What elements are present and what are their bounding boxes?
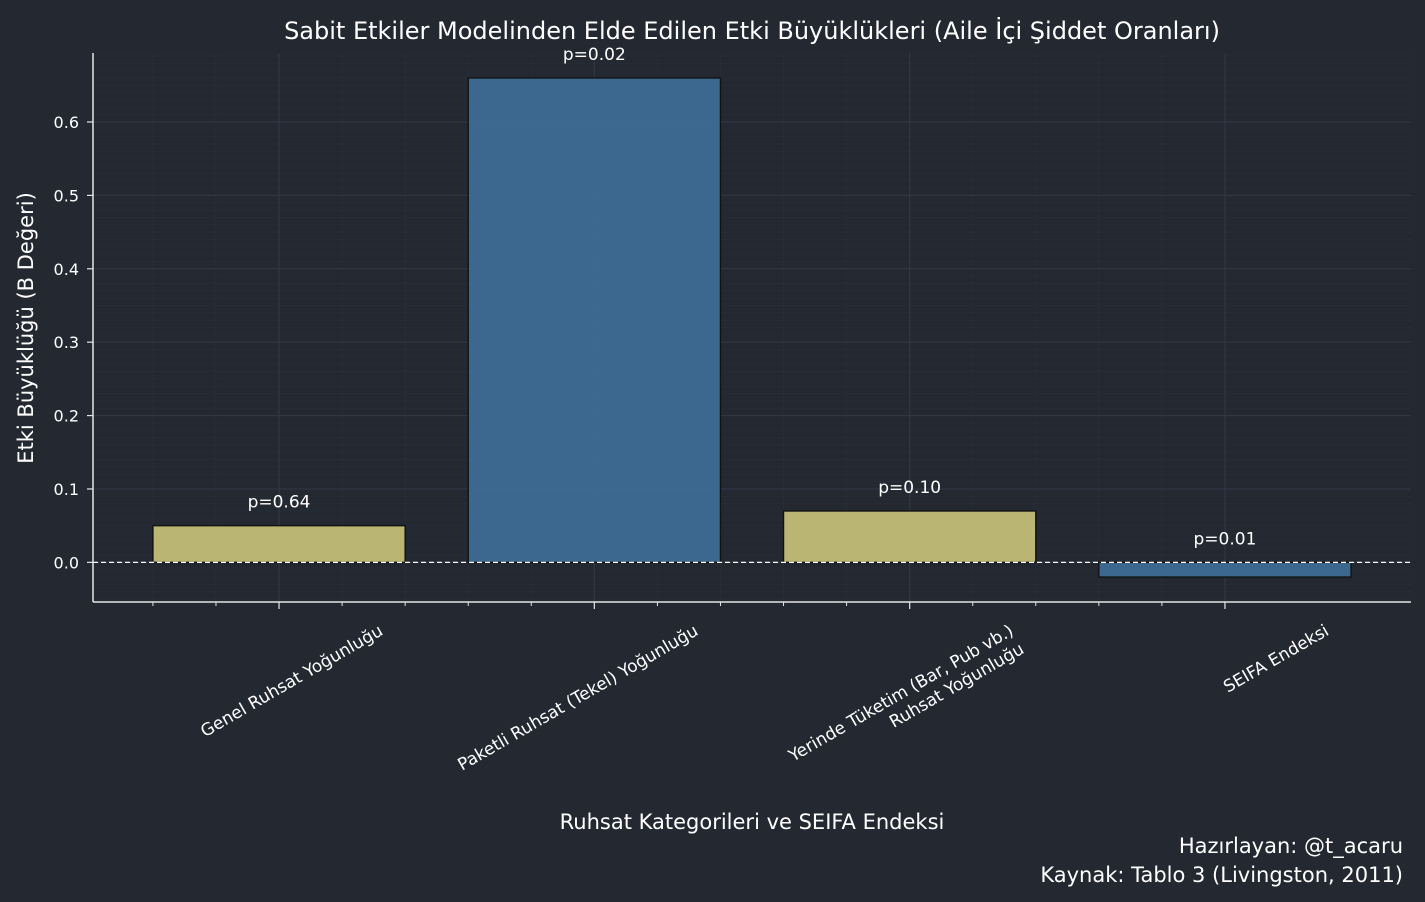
x-tick-label-line: Paketli Ruhsat (Tekel) Yoğunluğu xyxy=(455,621,702,775)
y-tick-label: 0.1 xyxy=(54,480,79,499)
chart-title: Sabit Etkiler Modelinden Elde Edilen Etk… xyxy=(284,16,1220,45)
x-tick-label: Paketli Ruhsat (Tekel) Yoğunluğu xyxy=(455,621,702,775)
bar-2 xyxy=(782,510,1037,564)
bar-1 xyxy=(467,77,722,564)
x-tick-label-line: Yerinde Tüketim (Bar, Pub vb.) xyxy=(785,621,1018,767)
y-axis-label: Etki Büyüklüğü (B Değeri) xyxy=(14,192,38,464)
y-tick-label: 0.0 xyxy=(54,553,79,572)
x-tick-label: Yerinde Tüketim (Bar, Pub vb.)Ruhsat Yoğ… xyxy=(785,621,1028,785)
source-credit: Kaynak: Tablo 3 (Livingston, 2011) xyxy=(1040,863,1403,887)
grid xyxy=(93,53,1411,602)
x-tick-label-line: Genel Ruhsat Yoğunluğu xyxy=(197,621,386,742)
y-tick-label: 0.2 xyxy=(54,407,79,426)
axes xyxy=(87,53,1411,609)
bar-label: p=0.10 xyxy=(878,478,941,498)
bar-3 xyxy=(1098,561,1352,578)
author-credit: Hazırlayan: @t_acaru xyxy=(1179,834,1403,859)
bar-label: p=0.02 xyxy=(563,45,626,65)
x-tick-label: SEIFA Endeksi xyxy=(1220,621,1332,697)
bars xyxy=(152,77,1352,578)
x-tick-label-line: SEIFA Endeksi xyxy=(1220,621,1332,697)
y-tick-label: 0.5 xyxy=(54,186,79,205)
bar-0 xyxy=(152,524,406,564)
x-tick-label: Genel Ruhsat Yoğunluğu xyxy=(197,621,386,742)
y-tick-label: 0.6 xyxy=(54,113,79,132)
y-tick-label: 0.3 xyxy=(54,333,79,352)
y-tick-label: 0.4 xyxy=(54,260,79,279)
x-axis-label: Ruhsat Kategorileri ve SEIFA Endeksi xyxy=(560,810,945,834)
bar-label: p=0.64 xyxy=(248,493,311,513)
bar-label: p=0.01 xyxy=(1194,529,1257,549)
